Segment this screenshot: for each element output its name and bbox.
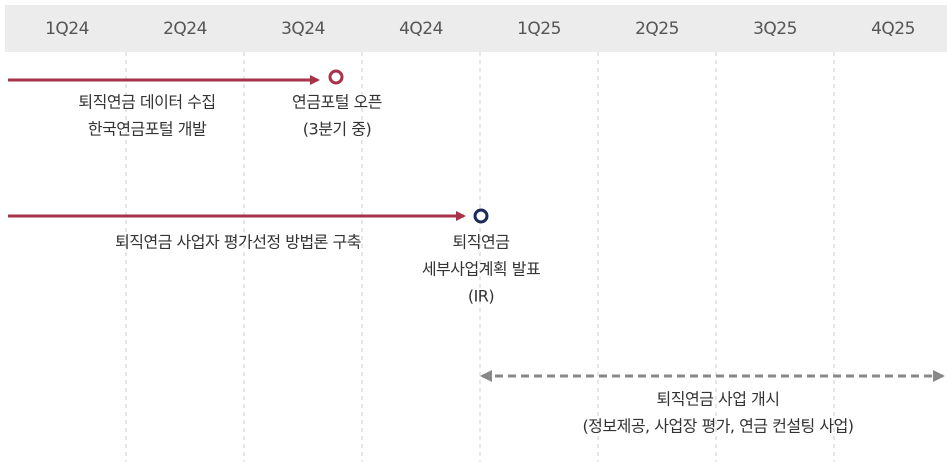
event-label: (정보제공, 사업장 평가, 연금 컨설팅 사업) [582, 417, 853, 436]
event-label: 퇴직연금 데이터 수집 [78, 93, 215, 112]
event-label: 세부사업계획 발표 [422, 260, 540, 279]
quarter-label: 2Q25 [635, 19, 679, 39]
quarter-label: 3Q25 [753, 19, 797, 39]
event-label: 퇴직연금 사업 개시 [657, 390, 780, 409]
quarter-label: 3Q24 [281, 19, 325, 39]
event-label: 연금포털 오픈 [292, 93, 382, 112]
milestone [473, 208, 489, 224]
quarter-label: 4Q25 [871, 19, 915, 39]
quarter-label: 4Q24 [399, 19, 443, 39]
milestone [328, 69, 344, 85]
event-label: (IR) [468, 287, 494, 306]
quarter-label: 2Q24 [163, 19, 207, 39]
event-label: 퇴직연금 [453, 233, 510, 252]
event-label: 한국연금포털 개발 [88, 120, 207, 139]
quarter-label: 1Q24 [45, 19, 89, 39]
event-label: 퇴직연금 사업자 평가선정 방법론 구축 [115, 233, 361, 252]
quarter-label: 1Q25 [517, 19, 561, 39]
header-band [5, 5, 947, 52]
event-label: (3분기 중) [303, 120, 371, 139]
